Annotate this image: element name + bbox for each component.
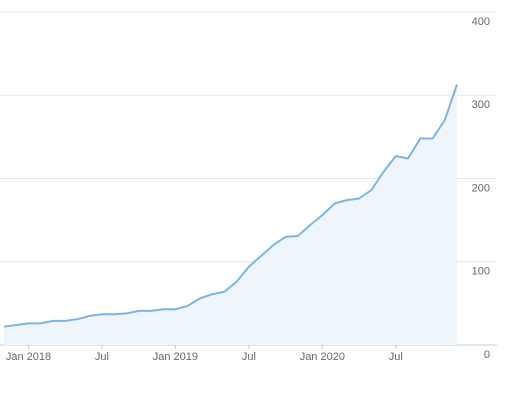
x-tick-label: Jul [95, 351, 109, 363]
x-tick-label: Jan 2018 [6, 351, 51, 363]
x-tick-label: Jul [389, 351, 403, 363]
x-tick-label: Jan 2019 [153, 351, 198, 363]
area [4, 84, 457, 346]
y-tick-label: 300 [472, 99, 490, 111]
x-tick-label: Jul [242, 351, 256, 363]
y-tick-label: 100 [472, 266, 490, 278]
y-tick-label: 400 [472, 16, 490, 28]
line [3, 84, 458, 328]
y-tick-label: 200 [472, 182, 490, 194]
y-tick-label: 0 [484, 349, 490, 361]
x-tick-label: Jan 2020 [300, 351, 345, 363]
